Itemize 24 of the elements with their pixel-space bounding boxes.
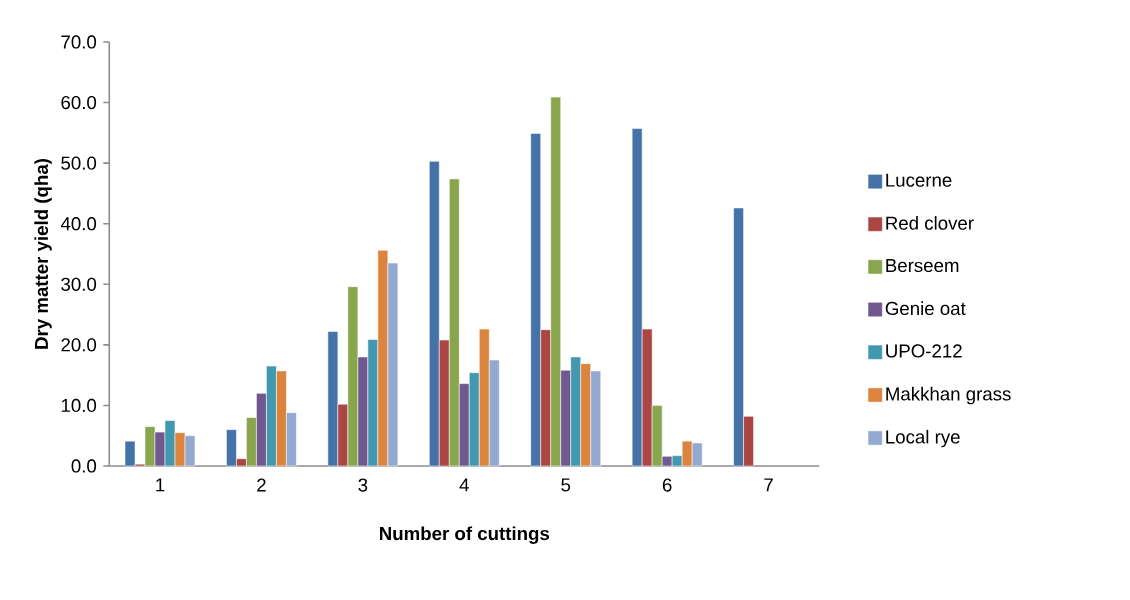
y-tick-label: 50.0	[61, 156, 97, 170]
y-tick-label: 10.0	[61, 398, 97, 413]
x-tick-label: 4	[459, 478, 469, 492]
legend-label: Red clover	[886, 216, 974, 230]
x-tick-label: 2	[257, 478, 266, 492]
x-tick-label: 5	[561, 478, 571, 492]
x-tick-label: 6	[662, 478, 672, 492]
legend-label: Genie oat	[885, 301, 966, 316]
x-axis-title: Number of cuttings	[379, 526, 550, 544]
legend-label: Berseem	[886, 259, 959, 273]
x-tick-label: 3	[358, 478, 368, 492]
y-tick-label: 40.0	[60, 217, 97, 231]
legend-label: UPO-212	[886, 344, 962, 358]
y-tick-label: 0.0	[71, 459, 97, 473]
legend-label: Lucerne	[886, 173, 952, 187]
y-tick-label: 60.0	[61, 95, 97, 110]
x-tick-label: 1	[156, 478, 165, 492]
y-tick-label: 70.0	[61, 35, 97, 49]
y-tick-label: 30.0	[61, 277, 97, 291]
legend-label: Local rye	[886, 429, 960, 448]
legend-label: Makkhan grass	[886, 386, 1011, 405]
y-tick-label: 20.0	[61, 338, 97, 352]
x-tick-label: 7	[764, 478, 773, 492]
y-axis-title: Dry matter yield (qha)	[34, 159, 52, 349]
